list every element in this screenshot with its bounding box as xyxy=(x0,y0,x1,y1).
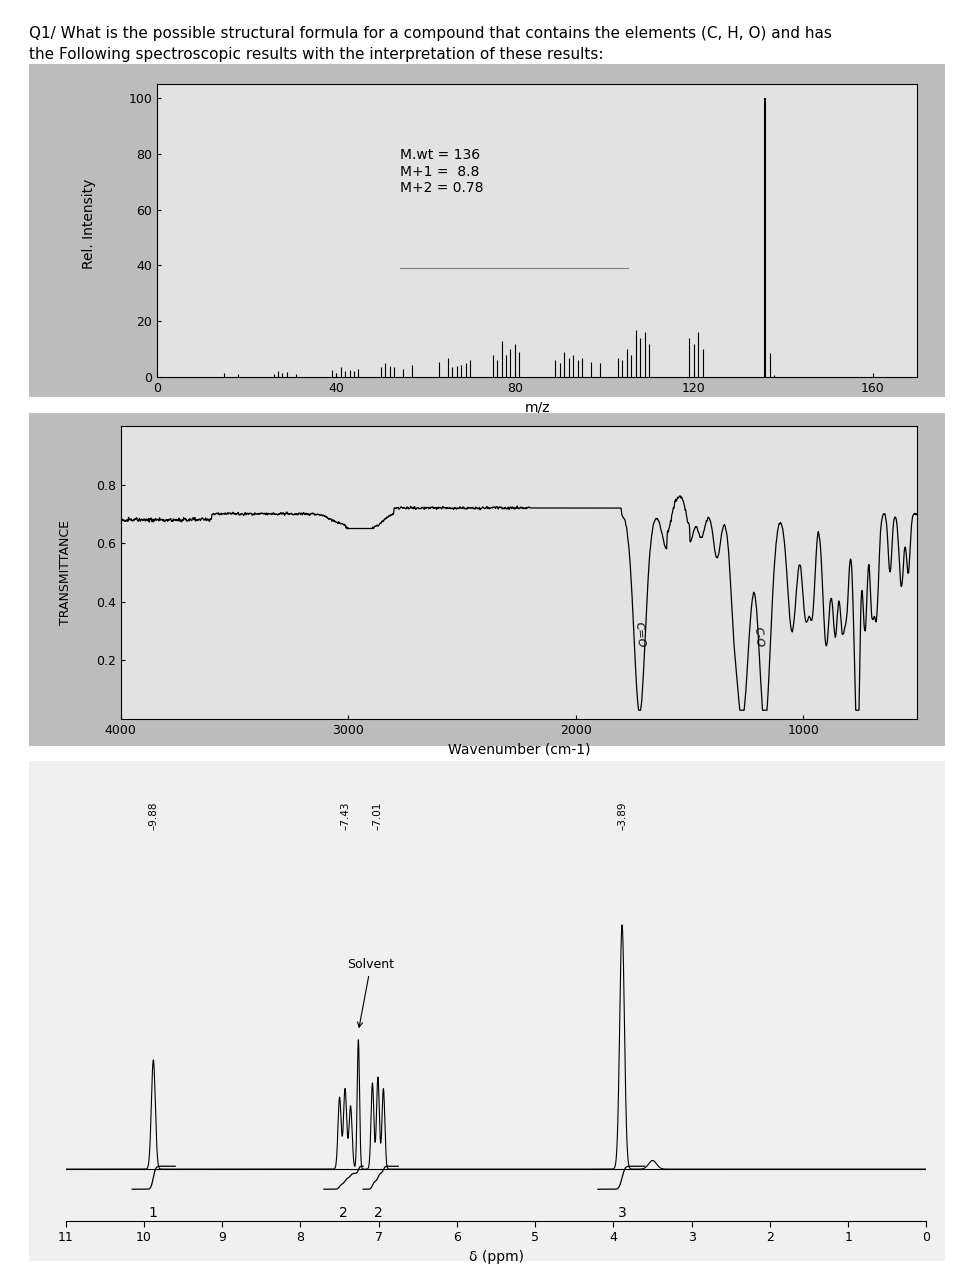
Text: Q1/ What is the possible structural formula for a compound that contains the ele: Q1/ What is the possible structural form… xyxy=(29,26,832,41)
Text: TRANSMITTANCE: TRANSMITTANCE xyxy=(59,520,73,625)
Text: Rel. Intensity: Rel. Intensity xyxy=(81,179,96,269)
Text: the Following spectroscopic results with the interpretation of these results:: the Following spectroscopic results with… xyxy=(29,47,604,63)
